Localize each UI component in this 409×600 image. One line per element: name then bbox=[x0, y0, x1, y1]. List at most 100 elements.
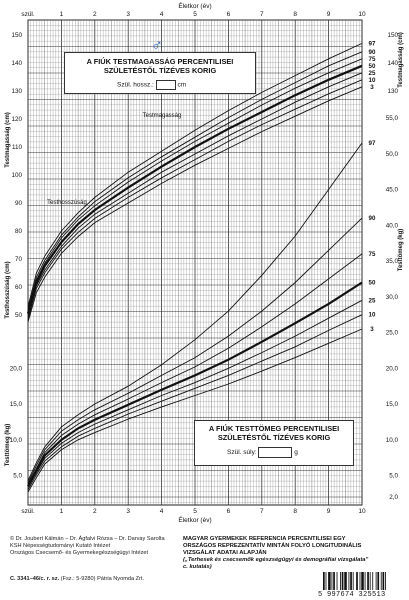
height-series-10 bbox=[27, 79, 363, 320]
weight-y-tick-right: 10,0 bbox=[386, 437, 399, 444]
weight-y-tick-right: 5,0 bbox=[389, 473, 398, 480]
study-line-4: („Terhesek és csecsemők egészségügyi és … bbox=[183, 557, 369, 563]
x-tick-top: 7 bbox=[260, 11, 264, 18]
weight-y-tick-right: 50,0 bbox=[386, 151, 399, 158]
percentile-curves bbox=[26, 42, 363, 493]
height-curve-label: Testmagasság bbox=[143, 113, 182, 119]
barcode-icon bbox=[323, 572, 386, 590]
barcode-bar bbox=[382, 572, 385, 590]
height-series-label-75: 75 bbox=[369, 56, 376, 63]
x-tick-bottom: 5 bbox=[193, 508, 197, 515]
barcode-bar bbox=[367, 572, 369, 590]
weight-y-tick: 20,0 bbox=[10, 365, 23, 372]
weight-axis-title-right: Testtömeg (kg) bbox=[398, 229, 404, 272]
height-y-tick: 120 bbox=[11, 116, 22, 123]
height-title-line1: A FIÚK TESTMAGASSÁG PERCENTILISEI bbox=[86, 57, 234, 66]
height-series-3 bbox=[27, 86, 363, 323]
barcode-bar bbox=[359, 572, 361, 590]
height-y-tick-right: 130 bbox=[387, 88, 398, 95]
length-curve-label: Testhosszúság bbox=[47, 200, 87, 206]
weight-series-97 bbox=[27, 142, 363, 481]
weight-y-tick-right: 15,0 bbox=[386, 401, 399, 408]
barcode-bar bbox=[336, 572, 338, 590]
height-title-box: ♂ A FIÚK TESTMAGASSÁG PERCENTILISEI SZÜL… bbox=[64, 37, 256, 94]
form-code: C. 3341–46/c. r. sz. (Fsz.: 5-9280) Pátr… bbox=[10, 576, 144, 582]
weight-y-tick-right: 35,0 bbox=[386, 258, 399, 265]
weight-series-3 bbox=[27, 328, 363, 493]
weight-series-25 bbox=[27, 299, 363, 488]
x-tick-top: 4 bbox=[160, 11, 164, 18]
institute-2: Országos Csecsemő- és Gyermekegészségügy… bbox=[10, 550, 149, 556]
x-tick-top: szül. bbox=[21, 11, 35, 18]
birth-length-field[interactable] bbox=[155, 80, 176, 90]
birth-length-label: Szül. hossz.: bbox=[117, 81, 154, 89]
barcode-bar bbox=[323, 572, 325, 590]
height-series-75 bbox=[27, 58, 363, 311]
x-tick-bottom: 6 bbox=[227, 508, 231, 515]
barcode-bar bbox=[385, 572, 386, 590]
weight-y-tick-right: 30,0 bbox=[386, 294, 399, 301]
weight-y-tick-right: 20,0 bbox=[386, 365, 399, 372]
birth-length-unit: cm bbox=[177, 81, 187, 89]
x-tick-top: 10 bbox=[358, 11, 366, 18]
form-code-extra: (Fsz.: 5-9280) Pátria Nyomda Zrt. bbox=[60, 576, 145, 582]
weight-series-label-75: 75 bbox=[369, 251, 376, 258]
weight-axis-title-left: Testtömeg (kg) bbox=[5, 424, 11, 467]
height-y-tick-right: 140 bbox=[387, 60, 398, 67]
axis-labels: 97907550251039790755025103szül.szül.1122… bbox=[5, 1, 404, 524]
x-tick-bottom: 7 bbox=[260, 508, 264, 515]
weight-y-tick-right: 45,0 bbox=[386, 187, 399, 194]
x-tick-top: 2 bbox=[93, 11, 97, 18]
height-y-tick: 60 bbox=[15, 284, 23, 291]
x-tick-bottom: 9 bbox=[327, 508, 331, 515]
weight-series-10 bbox=[27, 314, 363, 491]
height-y-tick: 90 bbox=[15, 200, 23, 207]
barcode-bar bbox=[350, 572, 352, 590]
height-y-tick: 100 bbox=[11, 172, 22, 179]
height-series-25 bbox=[27, 72, 363, 317]
weight-series-label-90: 90 bbox=[369, 215, 376, 222]
length-axis-title-left: Testhosszúság (cm) bbox=[5, 261, 11, 318]
weight-y-tick: 10,0 bbox=[10, 437, 23, 444]
height-y-tick: 130 bbox=[11, 88, 22, 95]
x-axis-title-bottom: Életkor (év) bbox=[178, 515, 211, 524]
x-tick-top: 5 bbox=[193, 11, 197, 18]
study-line-3: VIZSGÁLAT ADATAI ALAPJÁN bbox=[183, 550, 267, 556]
weight-y-tick-right: 2,0 bbox=[389, 494, 398, 501]
barcode-bar bbox=[356, 572, 358, 590]
height-series-label-50: 50 bbox=[369, 63, 376, 70]
barcode-bar bbox=[372, 572, 374, 590]
x-tick-top: 1 bbox=[60, 11, 64, 18]
weight-y-tick: 5,0 bbox=[13, 473, 22, 480]
weight-series-label-50: 50 bbox=[369, 279, 376, 286]
weight-y-tick-right: 25,0 bbox=[386, 330, 399, 337]
barcode-bar bbox=[325, 572, 327, 590]
height-axis-title-left: Testmagasság (cm) bbox=[5, 112, 11, 168]
height-y-tick-right: 150 bbox=[387, 32, 398, 39]
x-tick-top: 8 bbox=[293, 11, 297, 18]
height-series-label-97: 97 bbox=[369, 40, 376, 47]
x-tick-bottom: 4 bbox=[160, 508, 164, 515]
height-axis-title-right: Testmagasság (cm) bbox=[398, 32, 404, 88]
height-series-50 bbox=[26, 64, 363, 314]
x-tick-bottom: 3 bbox=[126, 508, 130, 515]
height-series-90 bbox=[27, 51, 363, 310]
weight-series-label-10: 10 bbox=[369, 312, 376, 319]
weight-y-tick-right: 40,0 bbox=[386, 222, 399, 229]
weight-title-line1: A FIÚK TESTTÖMEG PERCENTILISEI bbox=[208, 424, 340, 433]
barcode-bar bbox=[352, 572, 354, 590]
height-series-label-90: 90 bbox=[369, 49, 376, 56]
barcode-bar bbox=[361, 572, 364, 590]
height-y-tick: 50 bbox=[15, 312, 23, 319]
male-symbol-icon: ♂ bbox=[151, 37, 163, 54]
study-block: MAGYAR GYERMEKEK REFERENCIA PERCENTILISE… bbox=[183, 536, 403, 571]
height-y-tick: 150 bbox=[11, 32, 22, 39]
barcode-bar bbox=[340, 572, 341, 590]
x-tick-bottom: szül. bbox=[21, 508, 35, 515]
weight-y-tick-right: 55,0 bbox=[386, 115, 399, 122]
birth-weight-field[interactable] bbox=[258, 447, 293, 458]
weight-title-box: A FIÚK TESTTÖMEG PERCENTILISEI SZÜLETÉST… bbox=[194, 420, 354, 466]
barcode-bar bbox=[331, 572, 333, 590]
height-title-line2: SZÜLETÉSTŐL TÍZÉVES KORIG bbox=[103, 66, 217, 75]
barcode-bar bbox=[375, 572, 377, 590]
